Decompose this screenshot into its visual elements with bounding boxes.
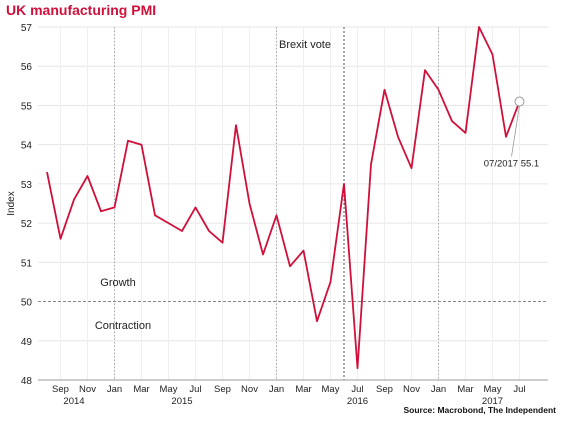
x-tick-label: Jan xyxy=(431,384,446,395)
year-label: 2014 xyxy=(63,396,84,407)
x-tick-label: Nov xyxy=(403,384,420,395)
contraction-label: Contraction xyxy=(95,320,151,332)
highlight-marker xyxy=(514,96,525,107)
callout-label: 07/2017 55.1 xyxy=(484,158,539,169)
annotations: Brexit vote Growth Contraction 07/2017 5… xyxy=(6,39,539,332)
y-tick-label: 50 xyxy=(21,298,33,309)
x-tick-label: Sep xyxy=(376,384,393,395)
source-note: Source: Macrobond, The Independent xyxy=(403,405,556,415)
year-label: 2015 xyxy=(171,396,192,407)
year-label: 2016 xyxy=(347,396,368,407)
x-tick-label: Jul xyxy=(351,384,363,395)
year-label: 2017 xyxy=(482,396,503,407)
x-tick-label: Jan xyxy=(269,384,284,395)
x-tick-label: Mar xyxy=(295,384,311,395)
y-tick-label: 52 xyxy=(21,219,33,230)
y-tick-label: 53 xyxy=(21,180,33,191)
y-axis-label: Index xyxy=(6,191,17,215)
y-tick-label: 54 xyxy=(21,141,33,152)
y-tick-label: 56 xyxy=(21,62,33,73)
x-tick-label: Jan xyxy=(107,384,122,395)
x-tick-label: May xyxy=(484,384,502,395)
x-tick-label: May xyxy=(160,384,178,395)
y-tick-label: 49 xyxy=(21,337,33,348)
y-tick-label: 55 xyxy=(21,101,33,112)
x-tick-label: Nov xyxy=(79,384,96,395)
y-tick-label: 57 xyxy=(21,23,33,34)
brexit-vote-label: Brexit vote xyxy=(279,39,331,51)
x-tick-label: Jul xyxy=(189,384,201,395)
x-tick-label: Nov xyxy=(241,384,258,395)
x-tick-label: Mar xyxy=(457,384,473,395)
x-tick-label: Mar xyxy=(133,384,149,395)
axes: 48 49 50 51 52 53 54 55 56 57 Sep Nov Jan Mar May Jul Se… xyxy=(21,23,548,407)
chart-title: UK manufacturing PMI xyxy=(6,2,157,18)
x-tick-label: May xyxy=(322,384,340,395)
x-tick-label: Jul xyxy=(513,384,525,395)
callout-leader-line xyxy=(511,105,520,157)
pmi-series-line xyxy=(46,26,521,370)
growth-label: Growth xyxy=(100,277,135,289)
series-layer xyxy=(46,26,525,370)
y-tick-label: 51 xyxy=(21,258,33,269)
y-tick-label: 48 xyxy=(21,376,33,387)
x-tick-label: Sep xyxy=(52,384,69,395)
x-tick-label: Sep xyxy=(214,384,231,395)
